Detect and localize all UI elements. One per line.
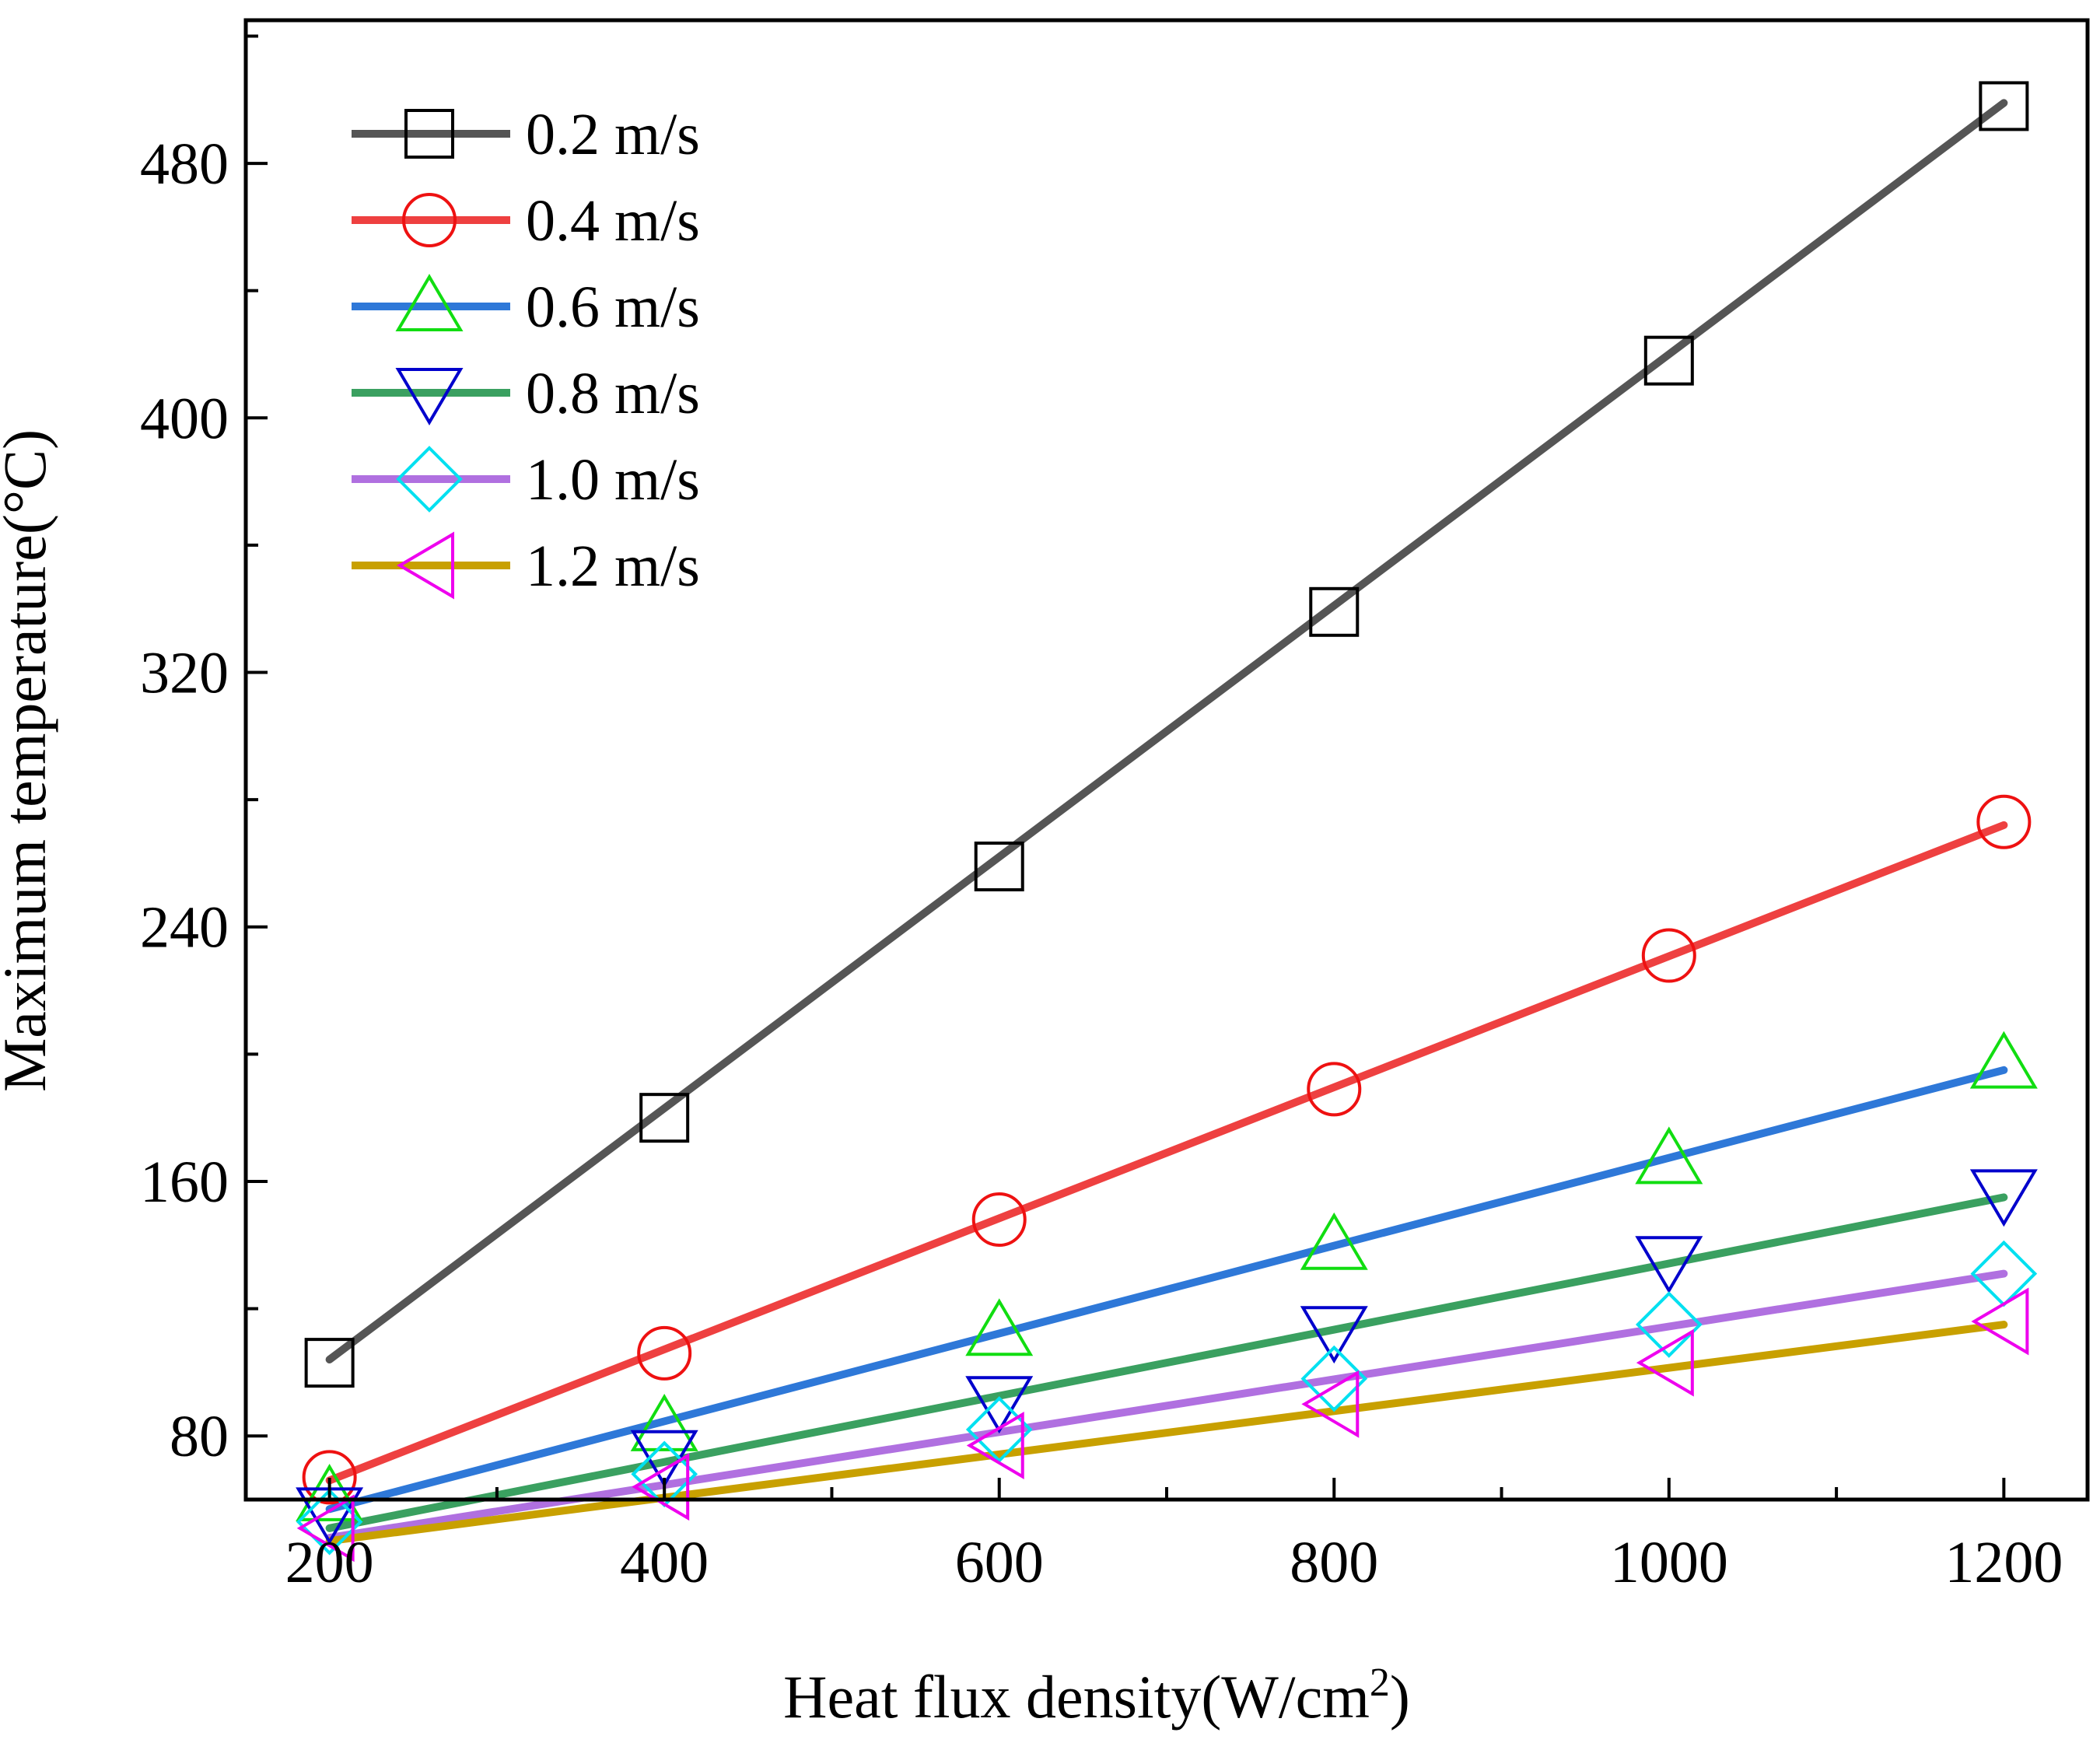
y-axis-title: Maximum temperature(°C)	[0, 429, 58, 1092]
data-point-4	[1300, 1345, 1368, 1412]
data-point-2	[296, 1463, 364, 1521]
data-point-5	[966, 1411, 1024, 1479]
series-line-1	[325, 821, 2008, 1485]
y-tick-label: 400	[140, 386, 229, 451]
data-point-0	[974, 842, 1024, 892]
data-point-5	[1301, 1370, 1360, 1438]
legend-label: 0.2 m/s	[526, 102, 700, 167]
x-axis-title-suffix: )	[1390, 1663, 1410, 1731]
data-point-3	[965, 1376, 1034, 1434]
x-tick-label: 800	[1290, 1530, 1378, 1595]
data-point-2	[1635, 1126, 1703, 1185]
data-point-5	[296, 1494, 355, 1563]
x-tick-label: 1200	[1944, 1530, 2063, 1595]
legend-label: 0.4 m/s	[526, 188, 700, 254]
series-line-5	[325, 1321, 2008, 1545]
data-point-3	[1635, 1236, 1703, 1294]
y-tick-label: 240	[140, 895, 229, 961]
legend-label: 1.2 m/s	[526, 534, 700, 599]
data-point-3	[1300, 1306, 1368, 1364]
data-point-1	[637, 1325, 692, 1381]
data-point-5	[1971, 1287, 2029, 1356]
data-point-1	[1307, 1062, 1362, 1117]
y-tick-label: 80	[170, 1404, 229, 1469]
data-point-5	[632, 1453, 690, 1521]
data-point-1	[1976, 794, 2032, 849]
data-point-4	[296, 1488, 363, 1556]
data-point-2	[1300, 1212, 1368, 1270]
y-tick-label: 160	[140, 1150, 229, 1215]
axis-layer: 200 400 600 800 1000 1200 80 160 240 320 400 480	[140, 34, 2063, 1595]
data-point-1	[971, 1192, 1027, 1248]
x-axis-title: Heat flux density(W/cm2)	[783, 1661, 1410, 1731]
legend-label: 0.6 m/s	[526, 275, 700, 340]
y-tick-label: 480	[140, 131, 229, 197]
data-point-2	[965, 1298, 1034, 1356]
series-line-3	[325, 1193, 2008, 1532]
series-line-4	[325, 1269, 2008, 1542]
data-point-2	[1969, 1031, 2038, 1089]
data-point-0	[1979, 81, 2029, 131]
data-point-1	[1641, 928, 1696, 983]
data-point-4	[965, 1396, 1033, 1463]
x-tick-label: 200	[285, 1530, 374, 1595]
series-line-0	[325, 99, 2008, 1364]
data-point-1	[302, 1450, 357, 1505]
legend-marker	[397, 531, 454, 600]
x-tick-label: 400	[620, 1530, 709, 1595]
data-point-2	[630, 1393, 698, 1451]
series-layer	[296, 81, 2038, 1563]
data-point-4	[1635, 1291, 1703, 1358]
data-point-0	[1643, 335, 1694, 386]
data-point-0	[304, 1338, 355, 1388]
series-line-2	[325, 1066, 2008, 1514]
legend-marker	[402, 193, 457, 247]
x-axis-title-superscript: 2	[1370, 1661, 1390, 1705]
legend-label: 0.8 m/s	[526, 361, 700, 426]
data-point-3	[1969, 1169, 2038, 1227]
legend-label: 1.0 m/s	[526, 447, 700, 513]
data-point-0	[639, 1093, 690, 1143]
x-tick-label: 1000	[1610, 1530, 1728, 1595]
legend-marker	[395, 274, 464, 331]
data-point-5	[1636, 1328, 1694, 1397]
y-tick-label: 320	[140, 641, 229, 706]
legend-marker	[395, 368, 464, 425]
legend-marker	[396, 446, 463, 513]
legend: 0.2 m/s 0.4 m/s 0.6 m/s 0.8 m/s 1.0 m/s 1.2 m…	[352, 102, 700, 600]
legend-marker	[404, 109, 454, 159]
data-point-0	[1309, 586, 1360, 637]
x-tick-label: 600	[955, 1530, 1044, 1595]
x-axis-title-main: Heat flux density(W/cm	[783, 1663, 1370, 1731]
